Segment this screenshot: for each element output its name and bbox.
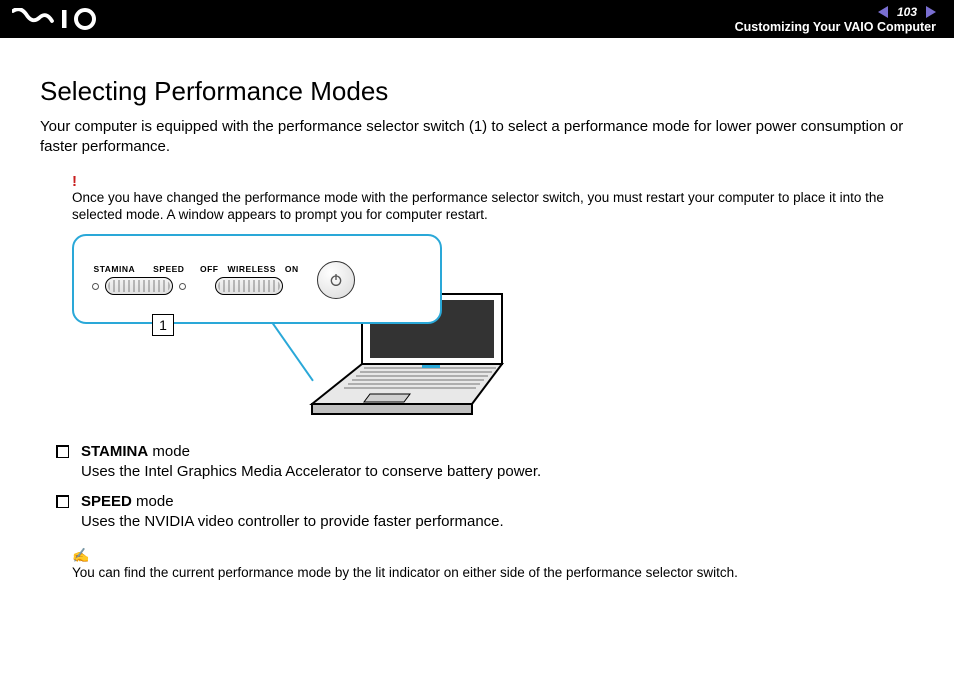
switch2-left-label: OFF — [200, 264, 219, 274]
note-text: You can find the current performance mod… — [72, 564, 914, 582]
page-nav: 103 — [735, 5, 936, 19]
diagram: STAMINA SPEED OFF WIRELESS ON — [72, 234, 512, 424]
mode-suffix: mode — [148, 443, 190, 460]
mode-desc: Uses the NVIDIA video controller to prov… — [81, 513, 504, 530]
bullet-icon — [56, 445, 69, 458]
mode-name: STAMINA — [81, 443, 148, 460]
switch1-left-label: STAMINA — [94, 264, 136, 274]
callout-box: STAMINA SPEED OFF WIRELESS ON — [72, 234, 442, 324]
wireless-slider — [215, 277, 283, 295]
switch1-right-label: SPEED — [153, 264, 184, 274]
section-title: Customizing Your VAIO Computer — [735, 20, 936, 34]
callout-number: 1 — [152, 314, 174, 336]
vaio-logo — [12, 8, 122, 30]
mode-desc: Uses the Intel Graphics Media Accelerato… — [81, 463, 541, 480]
wireless-switch: OFF WIRELESS ON — [200, 264, 299, 295]
warning-icon: ! — [72, 174, 914, 189]
mode-suffix: mode — [132, 493, 174, 510]
page-content: Selecting Performance Modes Your compute… — [0, 38, 954, 602]
warning-text: Once you have changed the performance mo… — [72, 189, 914, 224]
warning-block: ! Once you have changed the performance … — [72, 174, 914, 224]
page-number: 103 — [894, 5, 920, 19]
bullet-icon — [56, 495, 69, 508]
note-block: ✍ You can find the current performance m… — [72, 547, 914, 582]
intro-text: Your computer is equipped with the perfo… — [40, 117, 914, 158]
led-indicator-right — [179, 283, 186, 290]
performance-switch: STAMINA SPEED — [92, 264, 186, 295]
switch2-mid-label: WIRELESS — [228, 264, 276, 274]
list-item: SPEED mode Uses the NVIDIA video control… — [56, 492, 914, 533]
list-item: STAMINA mode Uses the Intel Graphics Med… — [56, 442, 914, 483]
mode-name: SPEED — [81, 493, 132, 510]
header-bar: 103 Customizing Your VAIO Computer — [0, 0, 954, 38]
nav-prev-icon[interactable] — [878, 6, 888, 18]
nav-next-icon[interactable] — [926, 6, 936, 18]
switch2-right-label: ON — [285, 264, 299, 274]
led-indicator-left — [92, 283, 99, 290]
header-right: 103 Customizing Your VAIO Computer — [735, 5, 936, 34]
note-icon: ✍ — [72, 547, 914, 564]
page-title: Selecting Performance Modes — [40, 76, 914, 107]
performance-slider — [105, 277, 173, 295]
power-button — [317, 261, 355, 299]
mode-list: STAMINA mode Uses the Intel Graphics Med… — [56, 442, 914, 533]
